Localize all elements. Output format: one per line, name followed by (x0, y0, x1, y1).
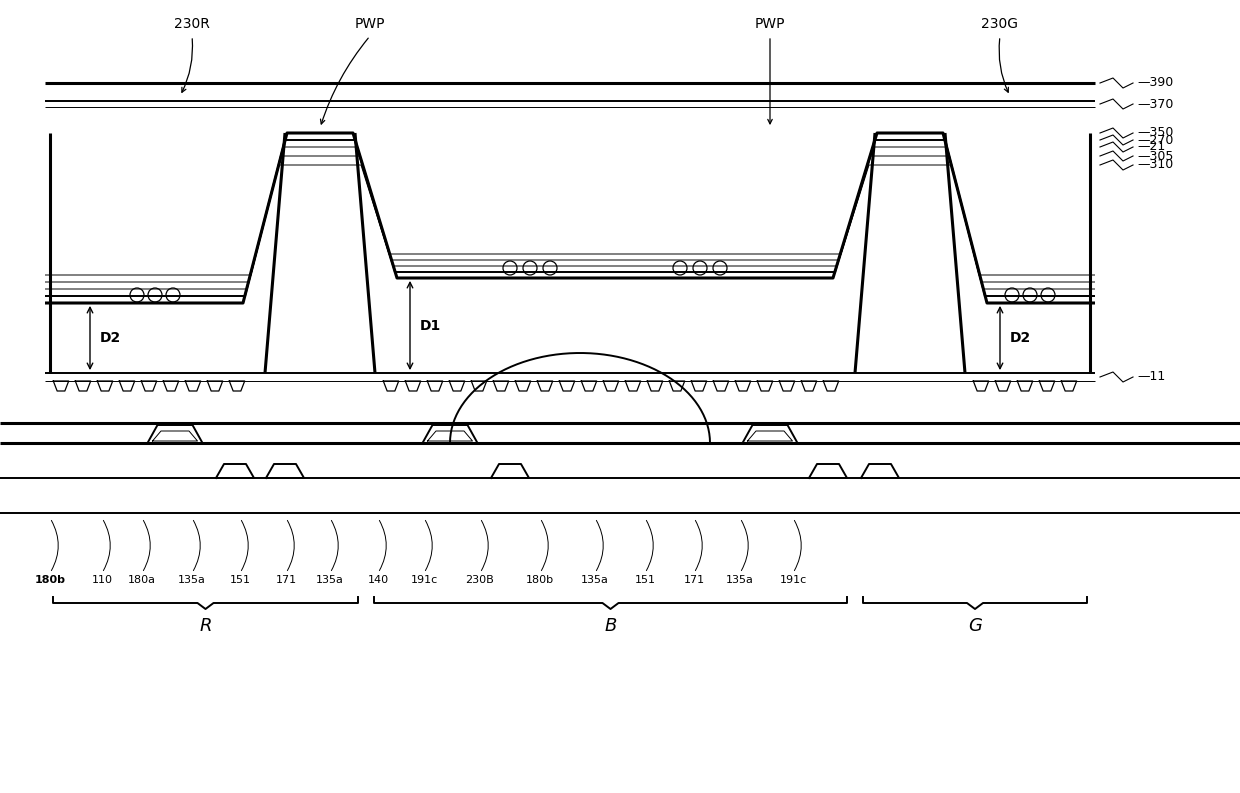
Text: 135a: 135a (727, 575, 754, 585)
Text: —305: —305 (1137, 150, 1173, 163)
Text: —270: —270 (1137, 133, 1173, 147)
Text: 180b: 180b (35, 575, 66, 585)
Text: D2: D2 (1011, 331, 1032, 345)
Text: —11: —11 (1137, 370, 1166, 384)
Text: 191c: 191c (410, 575, 438, 585)
Text: 230G: 230G (982, 17, 1018, 31)
Text: 191c: 191c (780, 575, 807, 585)
Text: —21: —21 (1137, 140, 1166, 154)
Text: —310: —310 (1137, 159, 1173, 171)
Text: 180b: 180b (526, 575, 554, 585)
Text: G: G (968, 617, 982, 635)
Text: B: B (604, 617, 616, 635)
Text: D2: D2 (100, 331, 122, 345)
Text: —390: —390 (1137, 76, 1173, 90)
Text: 135a: 135a (316, 575, 343, 585)
Text: PWP: PWP (355, 17, 386, 31)
Text: 180a: 180a (128, 575, 156, 585)
Text: D1: D1 (420, 319, 441, 332)
Text: 135a: 135a (179, 575, 206, 585)
Text: 230R: 230R (174, 17, 210, 31)
Text: —350: —350 (1137, 127, 1173, 140)
Text: 171: 171 (683, 575, 704, 585)
Text: 140: 140 (367, 575, 388, 585)
Text: 171: 171 (275, 575, 296, 585)
Text: R: R (200, 617, 212, 635)
Text: PWP: PWP (755, 17, 785, 31)
Text: 151: 151 (229, 575, 250, 585)
Text: —370: —370 (1137, 98, 1173, 110)
Text: 135a: 135a (582, 575, 609, 585)
Text: 230B: 230B (466, 575, 495, 585)
Text: 151: 151 (635, 575, 656, 585)
Text: 110: 110 (92, 575, 113, 585)
